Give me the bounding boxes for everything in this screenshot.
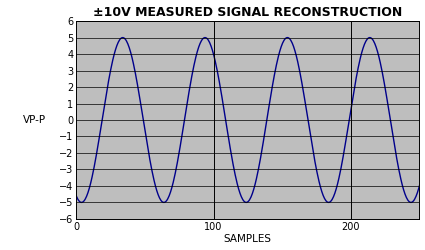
Y-axis label: VP-P: VP-P [23,115,45,125]
X-axis label: SAMPLES: SAMPLES [224,234,272,244]
Title: ±10V MEASURED SIGNAL RECONSTRUCTION: ±10V MEASURED SIGNAL RECONSTRUCTION [93,6,402,18]
